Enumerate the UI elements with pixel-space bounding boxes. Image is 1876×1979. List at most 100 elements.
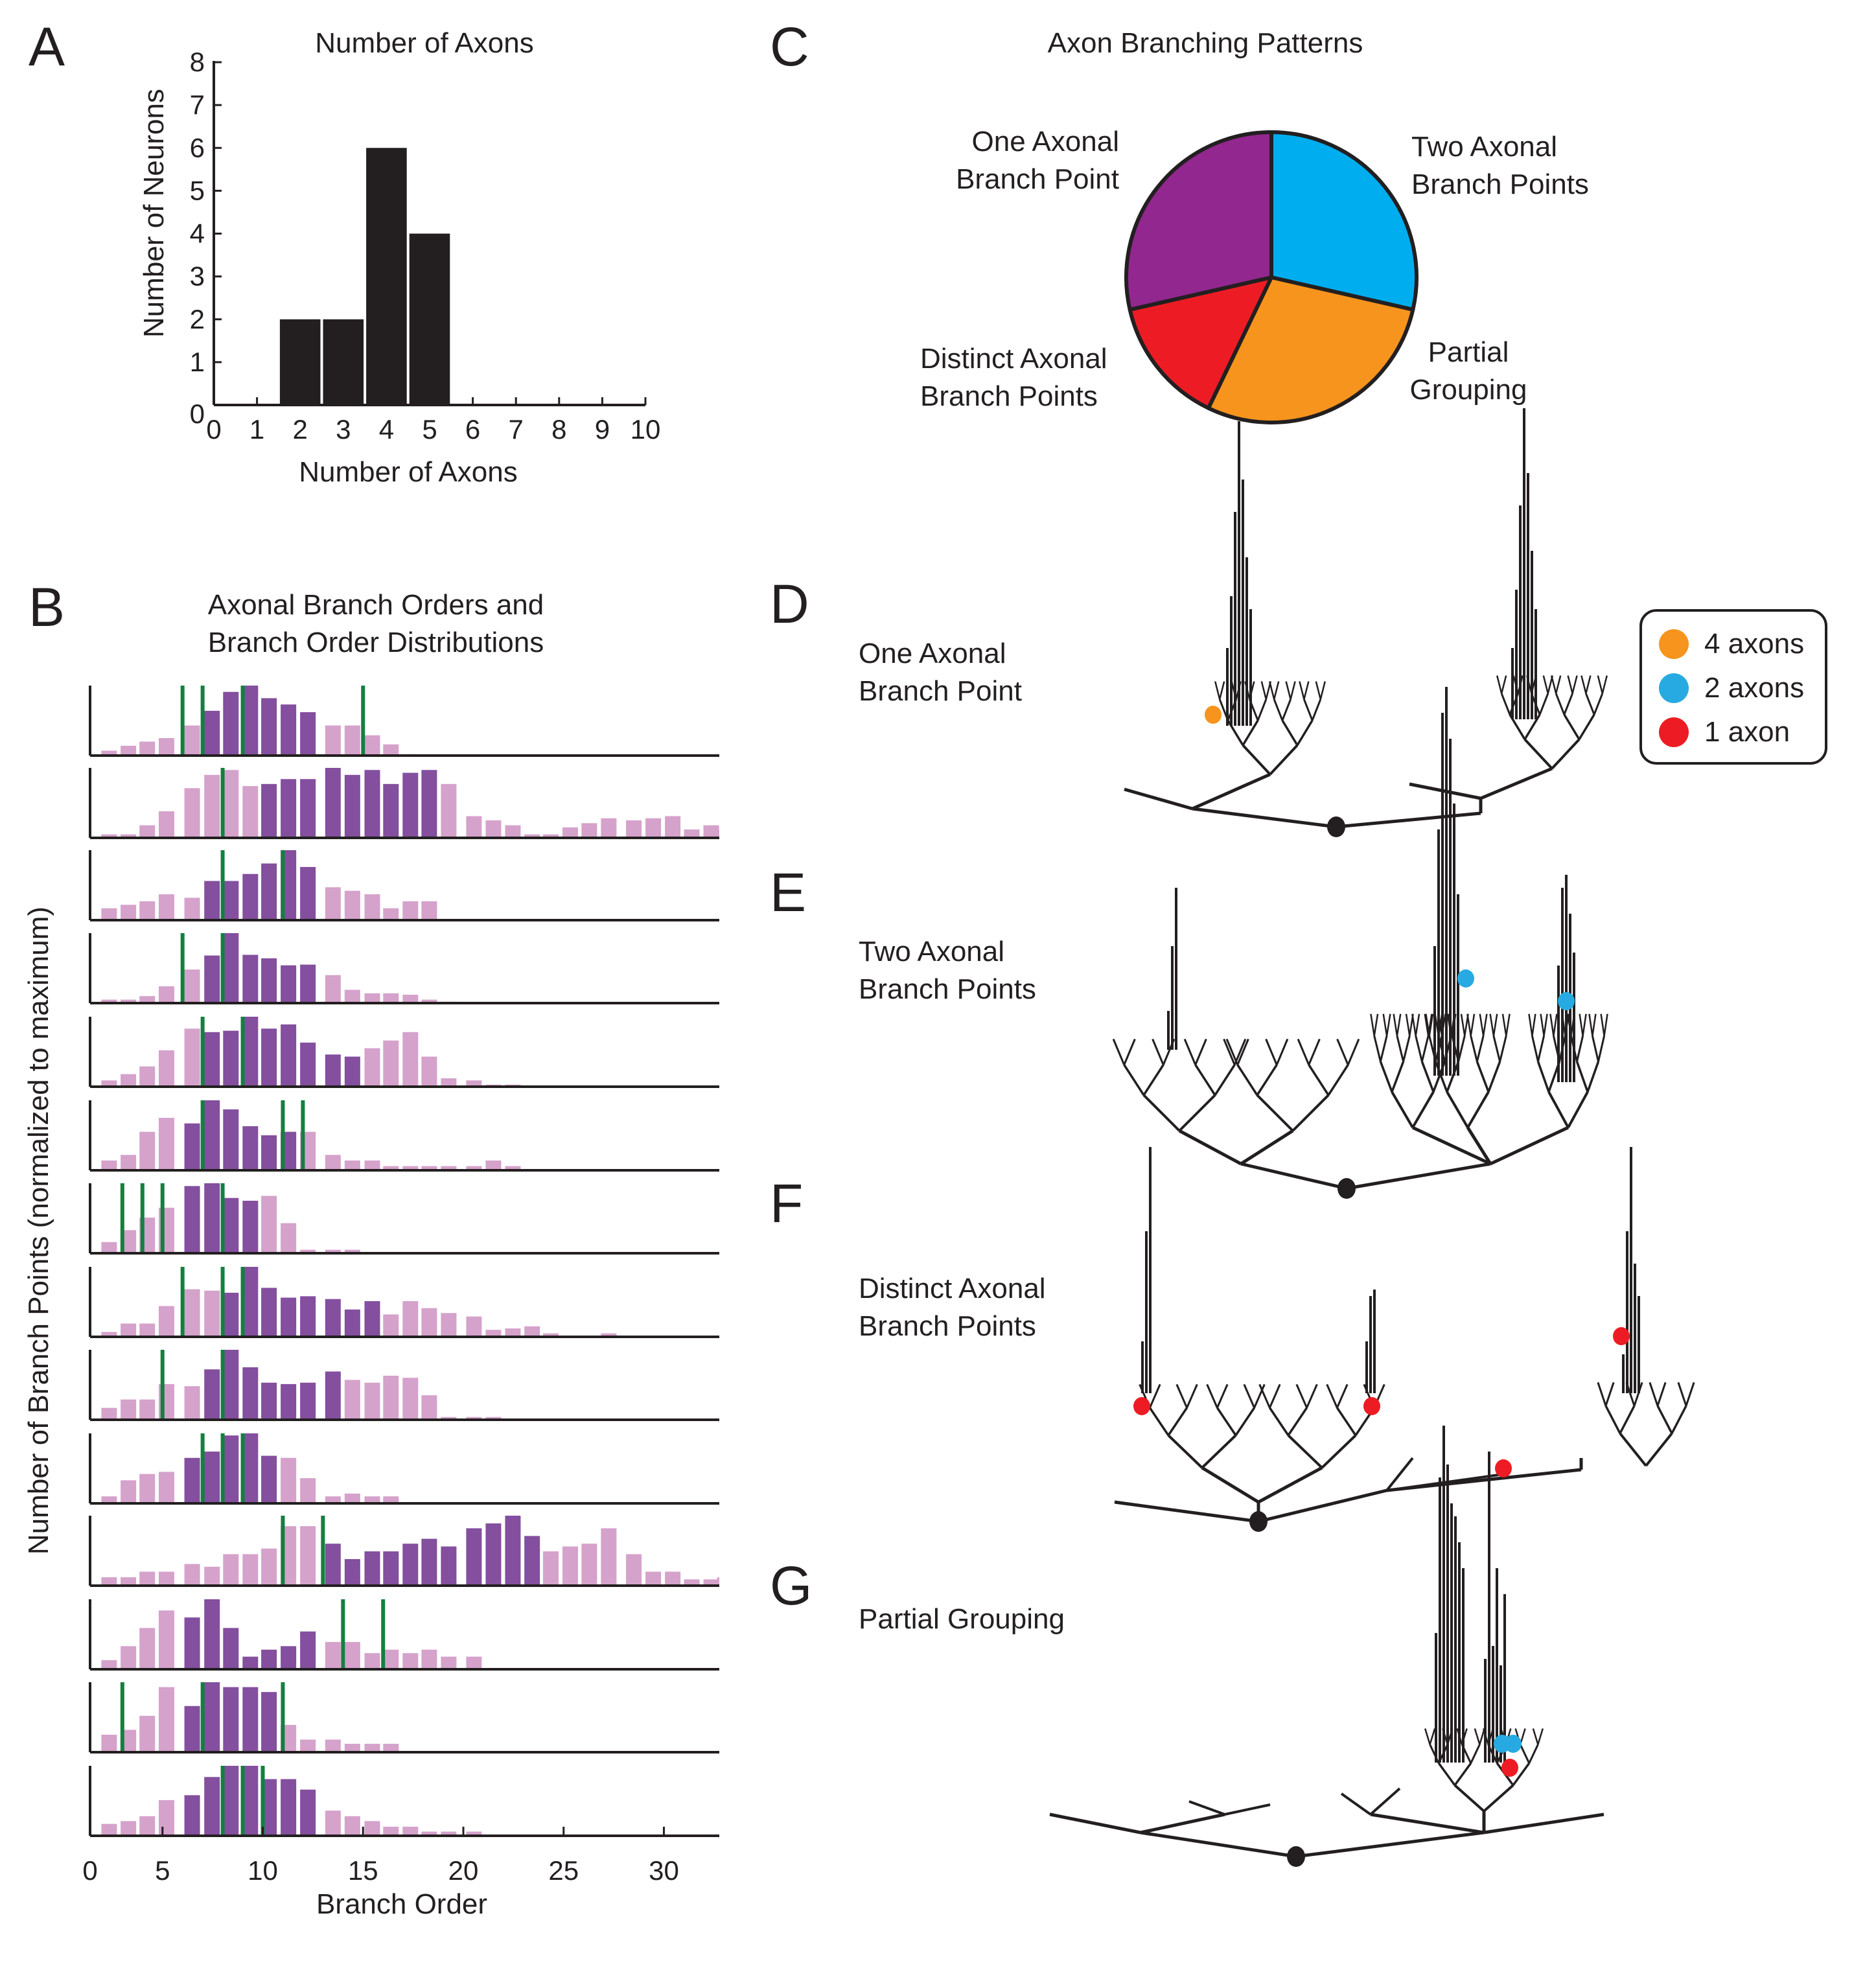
branch-order-bar (204, 1452, 220, 1503)
branch-order-bar (121, 905, 137, 920)
y-tick-label: 0 (190, 399, 205, 429)
branch-order-bar (542, 834, 559, 838)
dendrite-segment (1519, 1744, 1531, 1764)
panel-g-label: Partial Grouping (859, 1603, 1065, 1635)
chart-a-xlabel: Number of Axons (299, 456, 518, 488)
branch-order-bar (184, 1386, 200, 1420)
branch-order-bar (703, 825, 719, 838)
dendrite-segment (1123, 1038, 1136, 1065)
branch-order-bar (121, 834, 137, 838)
dendrite-segment (1453, 1762, 1472, 1787)
dendrite-segment (1411, 1091, 1435, 1129)
soma-icon (1249, 1511, 1268, 1532)
branch-order-bar (344, 1249, 360, 1253)
branch-order-bar (300, 1249, 316, 1253)
branch-order-bar (524, 834, 540, 838)
dendrite-segment (1512, 1762, 1531, 1787)
branch-order-bar (184, 1457, 200, 1503)
histogram-bar (409, 233, 450, 405)
dendrite-segment (1192, 807, 1337, 829)
branch-order-bar (101, 1496, 117, 1503)
branch-order-row (89, 1516, 719, 1587)
branch-order-bar (684, 829, 700, 838)
branch-order-bar (344, 1380, 360, 1420)
dendrite-segment (1114, 1500, 1259, 1523)
branch-order-bar (665, 816, 681, 838)
dendrite-segment (1340, 1792, 1372, 1816)
dendrite-segment (1483, 1812, 1604, 1834)
branch-order-bar (300, 779, 316, 838)
legend: 4 axons 2 axons 1 axon (1639, 609, 1827, 765)
y-tick-label: 2 (190, 304, 205, 334)
branch-order-bar (281, 1383, 297, 1420)
dendrite-segment (1186, 1383, 1198, 1409)
dendrite-segment (1480, 767, 1553, 800)
branch-order-bar (242, 1367, 259, 1420)
branch-order-row (89, 1599, 719, 1671)
dendrite-segment (1553, 1013, 1558, 1036)
dendrite-segment (1603, 1013, 1608, 1036)
panel-f-label-line2: Branch Points (859, 1310, 1036, 1342)
dendrite-segment (1457, 1036, 1466, 1062)
branch-order-bar (101, 1735, 117, 1752)
dendrite-segment (1567, 675, 1573, 694)
branch-order-bar (121, 1074, 137, 1087)
dendrite-segment (1619, 1432, 1647, 1467)
histogram-bar (323, 319, 364, 405)
dendrite-segment (1600, 1013, 1605, 1036)
panel-e-label-line1: Two Axonal (859, 936, 1005, 967)
dendrite-segment (1258, 1488, 1387, 1523)
dendrite-segment (1148, 1407, 1170, 1436)
branch-order-bar (204, 1290, 220, 1337)
branch-order-bar (383, 783, 399, 838)
branch-order-bar (204, 881, 220, 920)
dendrite-segment (1258, 1383, 1271, 1409)
dendrite-segment (1391, 1091, 1414, 1129)
branch-order-bar (204, 1183, 220, 1253)
dendrite-segment (1551, 738, 1581, 770)
x-tick-label: 5 (422, 414, 437, 445)
dendrite-segment (1656, 1382, 1667, 1406)
branch-order-bar (101, 1407, 117, 1420)
chart-c-title: Axon Branching Patterns (1047, 27, 1363, 59)
dendrite-segment (1470, 1036, 1478, 1062)
dendrite-segment (1420, 1036, 1430, 1062)
dendrite-segment (1175, 1383, 1188, 1409)
branch-order-bar (121, 1480, 137, 1503)
branch-order-bar (261, 1288, 277, 1337)
branch-order-bar (325, 1811, 341, 1836)
branch-order-bar (300, 1382, 316, 1420)
branch-order-bar (364, 1744, 380, 1752)
branch-order-bar (281, 1223, 297, 1253)
chart-b-xlabel: Branch Order (316, 1888, 488, 1920)
dendrite-segment (1308, 1064, 1330, 1096)
dendrite-segment (1499, 1036, 1507, 1062)
branch-order-bar (645, 818, 662, 838)
chart-a-title: Number of Axons (315, 27, 534, 59)
branch-order-bar (261, 1692, 277, 1752)
branch-order-bar (101, 1660, 117, 1669)
branch-order-bar (139, 901, 156, 920)
dendrite-segment (1453, 1784, 1485, 1812)
legend-label: 4 axons (1704, 628, 1805, 660)
soma-icon (1327, 816, 1345, 837)
branch-order-bar (184, 897, 200, 920)
dendrite-segment (1405, 1013, 1411, 1036)
branch-order-bar (383, 1314, 399, 1337)
dendrite-segment (1336, 811, 1481, 829)
branch-point-marker-1-axons (1495, 1459, 1512, 1477)
dendrogram-e (1112, 687, 1608, 1199)
dendrite-segment (1256, 699, 1268, 721)
branch-order-bar (485, 1160, 502, 1170)
branch-order-bar (261, 863, 277, 920)
dendrite-segment (1671, 1405, 1687, 1434)
branch-order-bar (121, 1155, 137, 1170)
dendrite-segment (1123, 1064, 1145, 1096)
branch-order-bar (184, 1028, 200, 1087)
dendrite-segment (1379, 1036, 1388, 1062)
legend-label: 2 axons (1704, 672, 1805, 704)
y-tick-label: 3 (190, 261, 205, 292)
branch-order-bar (158, 894, 174, 920)
dendrite-segment (1437, 1762, 1456, 1787)
branch-order-bar (139, 741, 156, 756)
